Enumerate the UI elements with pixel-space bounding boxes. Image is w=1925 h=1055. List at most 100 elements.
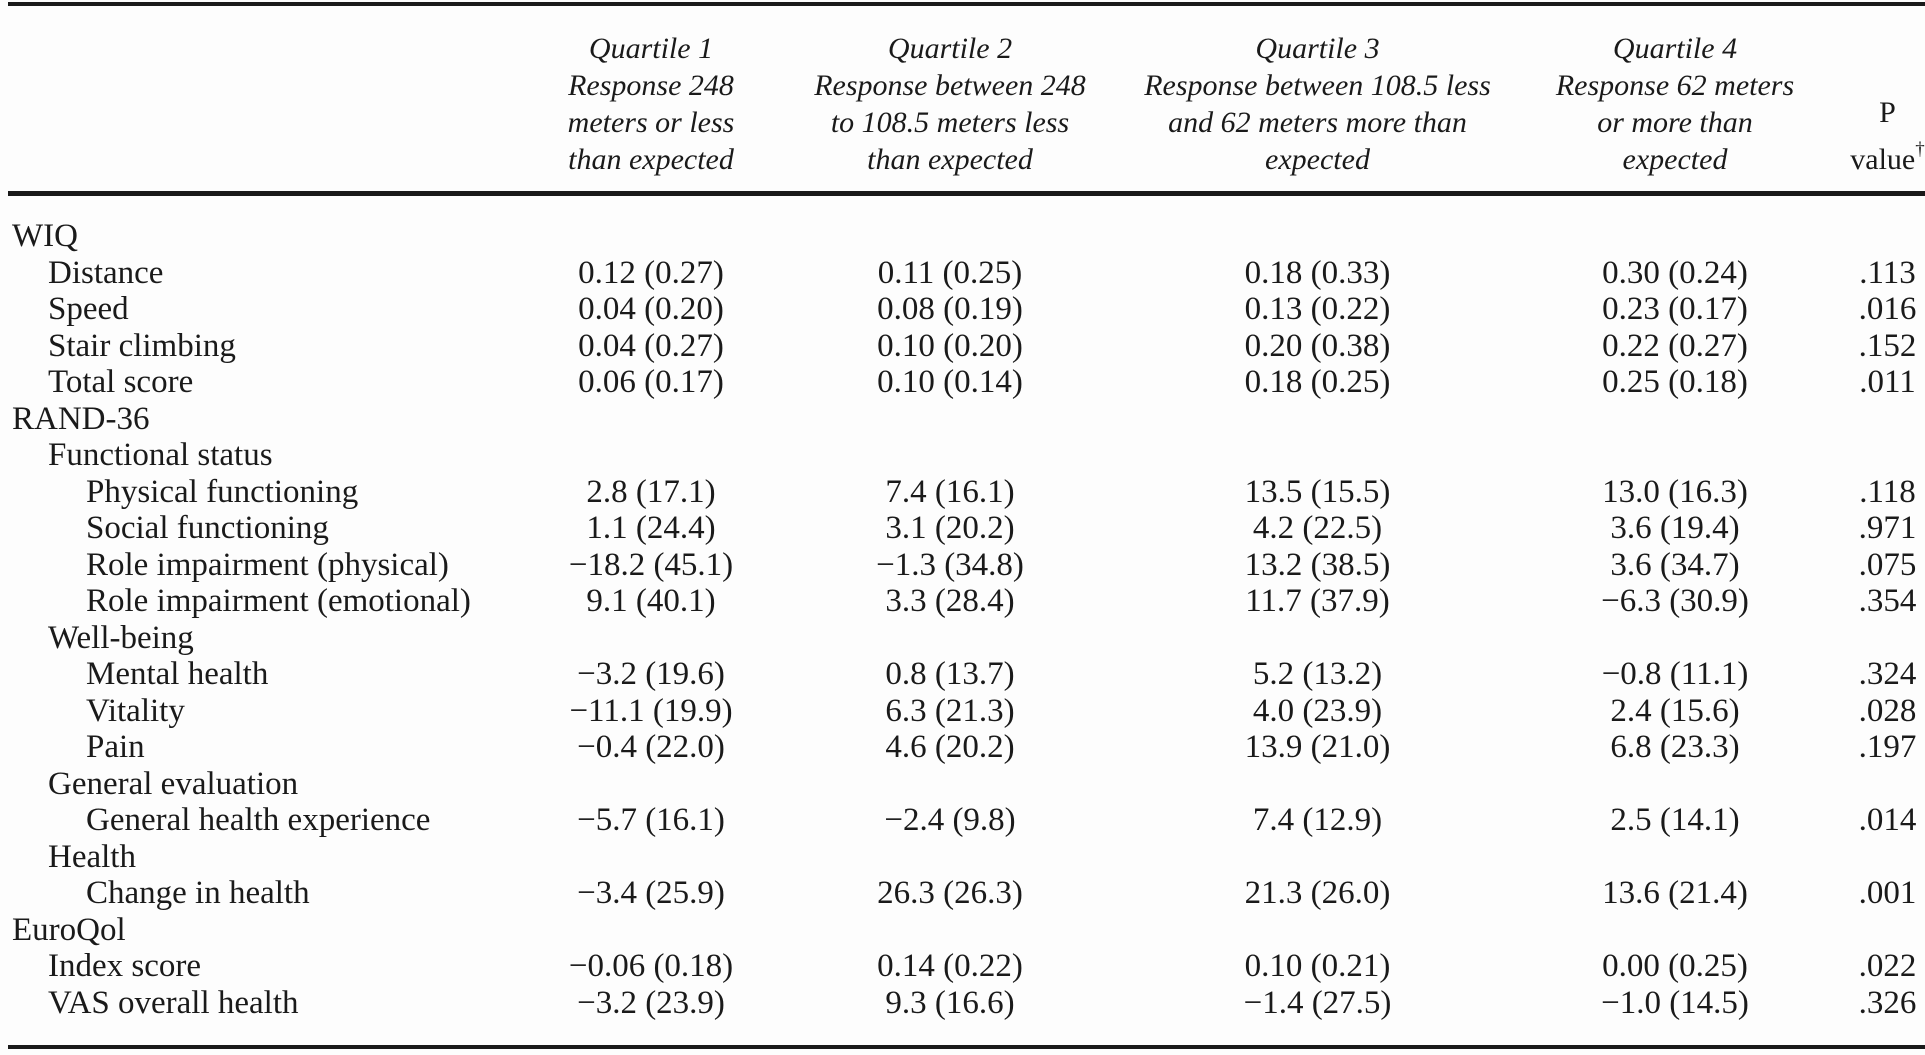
cell-quartile2: 3.1 (20.2): [885, 510, 1015, 546]
cell-quartile3: 7.4 (12.9): [1252, 802, 1383, 838]
cell-quartile3: 0.20 (0.38): [1244, 327, 1391, 364]
cell-quartile2: 3.3 (28.4): [885, 583, 1015, 619]
row-label: RAND-36: [12, 400, 150, 437]
cell-quartile1: [537, 194, 765, 255]
table-row: Stair climbing 0.04 (0.27) 0.10 (0.20) 0…: [8, 328, 1925, 365]
row-label: Speed: [48, 291, 129, 327]
cell-quartile4: 0.22 (0.27): [1602, 327, 1748, 364]
quartile-subtitle-line: Response 62 meters: [1555, 69, 1795, 102]
cell-quartile2: [765, 839, 1135, 876]
cell-p-value: [1850, 620, 1925, 657]
cell-quartile1: −18.2 (45.1): [568, 546, 734, 583]
cell-quartile4: 2.5 (14.1): [1610, 802, 1740, 838]
cell-p-value: .113: [1859, 254, 1916, 291]
cell-p-value: .022: [1858, 948, 1917, 984]
cell-quartile3: [1135, 620, 1500, 657]
cell-quartile1: [537, 620, 765, 657]
quartile-subtitle-line: and 62 meters more than: [1168, 106, 1467, 139]
cell-quartile3: −1.4 (27.5): [1243, 984, 1392, 1021]
cell-p-value: .971: [1858, 510, 1917, 546]
cell-p-value: .152: [1858, 327, 1917, 364]
quartile-subtitle-line: Response 248: [568, 69, 734, 102]
quartile-subtitle-line: meters or less: [567, 106, 735, 139]
cell-quartile1: −3.2 (23.9): [577, 984, 725, 1021]
cell-quartile3: 11.7 (37.9): [1245, 583, 1390, 619]
table-row: Index score −0.06 (0.18) 0.14 (0.22) 0.1…: [8, 948, 1925, 985]
cell-p-value: .324: [1858, 656, 1917, 692]
cell-p-value: .001: [1858, 875, 1917, 911]
quartile-title: Quartile 3: [1255, 32, 1380, 65]
table-row: Change in health −3.4 (25.9) 26.3 (26.3)…: [8, 875, 1925, 912]
table-row: Social functioning 1.1 (24.4) 3.1 (20.2)…: [8, 510, 1925, 547]
cell-quartile2: 26.3 (26.3): [877, 875, 1023, 911]
table-row: Mental health −3.2 (19.6) 0.8 (13.7) 5.2…: [8, 656, 1925, 693]
cell-quartile2: 0.14 (0.22): [877, 948, 1023, 984]
row-label: Distance: [48, 254, 164, 291]
table-row: Distance 0.12 (0.27) 0.11 (0.25) 0.18 (0…: [8, 255, 1925, 292]
cell-quartile4: [1500, 437, 1850, 474]
cell-quartile4: 2.4 (15.6): [1610, 692, 1740, 729]
cell-quartile2: 9.3 (16.6): [885, 984, 1015, 1021]
cell-quartile2: 0.08 (0.19): [877, 291, 1023, 327]
cell-p-value: .118: [1859, 473, 1916, 510]
quartile-subtitle-line: expected: [1265, 143, 1370, 176]
cell-quartile1: [537, 912, 765, 949]
quartile-title: Quartile 1: [588, 32, 714, 65]
p-footnote-marker: †: [1915, 139, 1925, 160]
cell-quartile2: 0.10 (0.14): [877, 364, 1023, 400]
cell-quartile2: −2.4 (9.8): [884, 802, 1016, 838]
row-label: Total score: [48, 364, 194, 400]
cell-quartile4: [1500, 620, 1850, 657]
row-label: Role impairment (physical): [86, 546, 449, 583]
row-label: EuroQol: [12, 911, 126, 948]
cell-quartile1: 0.04 (0.27): [578, 327, 724, 364]
header-quartile-2: Quartile 2 Response between 248 to 108.5…: [765, 4, 1135, 196]
cell-quartile2: 4.6 (20.2): [885, 729, 1015, 765]
cell-p-value: [1850, 912, 1925, 949]
cell-quartile3: 0.13 (0.22): [1244, 291, 1391, 327]
cell-quartile4: 0.30 (0.24): [1602, 254, 1748, 291]
row-label: Well-being: [48, 619, 194, 656]
table-row: Functional status: [8, 437, 1925, 474]
table-row: VAS overall health −3.2 (23.9) 9.3 (16.6…: [8, 985, 1925, 1048]
row-label: Pain: [86, 729, 145, 765]
cell-quartile1: 2.8 (17.1): [586, 473, 716, 510]
cell-quartile1: 0.12 (0.27): [578, 254, 724, 291]
cell-quartile2: −1.3 (34.8): [876, 546, 1024, 583]
cell-p-value: [1850, 766, 1925, 803]
row-label: Role impairment (emotional): [86, 583, 471, 619]
cell-quartile4: [1500, 194, 1850, 255]
cell-p-value: .326: [1858, 984, 1917, 1021]
header-row: Quartile 1 Response 248 meters or less t…: [8, 4, 1925, 196]
cell-quartile2: [765, 766, 1135, 803]
cell-quartile2: [765, 194, 1135, 255]
cell-p-value: [1850, 437, 1925, 474]
cell-quartile1: −3.2 (19.6): [577, 656, 725, 692]
table-row: Well-being: [8, 620, 1925, 657]
header-stub: [8, 4, 537, 196]
table-row: Role impairment (physical) −18.2 (45.1) …: [8, 547, 1925, 584]
cell-p-value: [1850, 401, 1925, 438]
row-label: VAS overall health: [48, 984, 299, 1021]
header-quartile-1: Quartile 1 Response 248 meters or less t…: [537, 4, 765, 196]
cell-quartile2: 0.10 (0.20): [877, 327, 1023, 364]
row-label: Stair climbing: [48, 327, 236, 364]
cell-quartile2: [765, 437, 1135, 474]
results-table: Quartile 1 Response 248 meters or less t…: [8, 2, 1925, 1049]
cell-p-value: .011: [1859, 364, 1916, 400]
cell-quartile1: −0.4 (22.0): [577, 729, 725, 765]
row-label: General health experience: [86, 802, 431, 838]
cell-quartile3: 4.2 (22.5): [1252, 510, 1383, 546]
cell-quartile3: 5.2 (13.2): [1252, 656, 1383, 692]
cell-quartile1: [537, 839, 765, 876]
table-row: Pain −0.4 (22.0) 4.6 (20.2) 13.9 (21.0) …: [8, 729, 1925, 766]
row-label: Functional status: [48, 437, 273, 473]
row-label: Vitality: [86, 692, 185, 729]
quartile-subtitle-line: Response between 248: [814, 69, 1086, 102]
cell-quartile2: 6.3 (21.3): [885, 692, 1015, 729]
table-row: WIQ: [8, 194, 1925, 255]
cell-quartile3: 21.3 (26.0): [1244, 875, 1391, 911]
quartile-title: Quartile 2: [887, 32, 1013, 65]
cell-quartile4: 13.6 (21.4): [1602, 875, 1748, 911]
row-label: Physical functioning: [86, 473, 359, 510]
